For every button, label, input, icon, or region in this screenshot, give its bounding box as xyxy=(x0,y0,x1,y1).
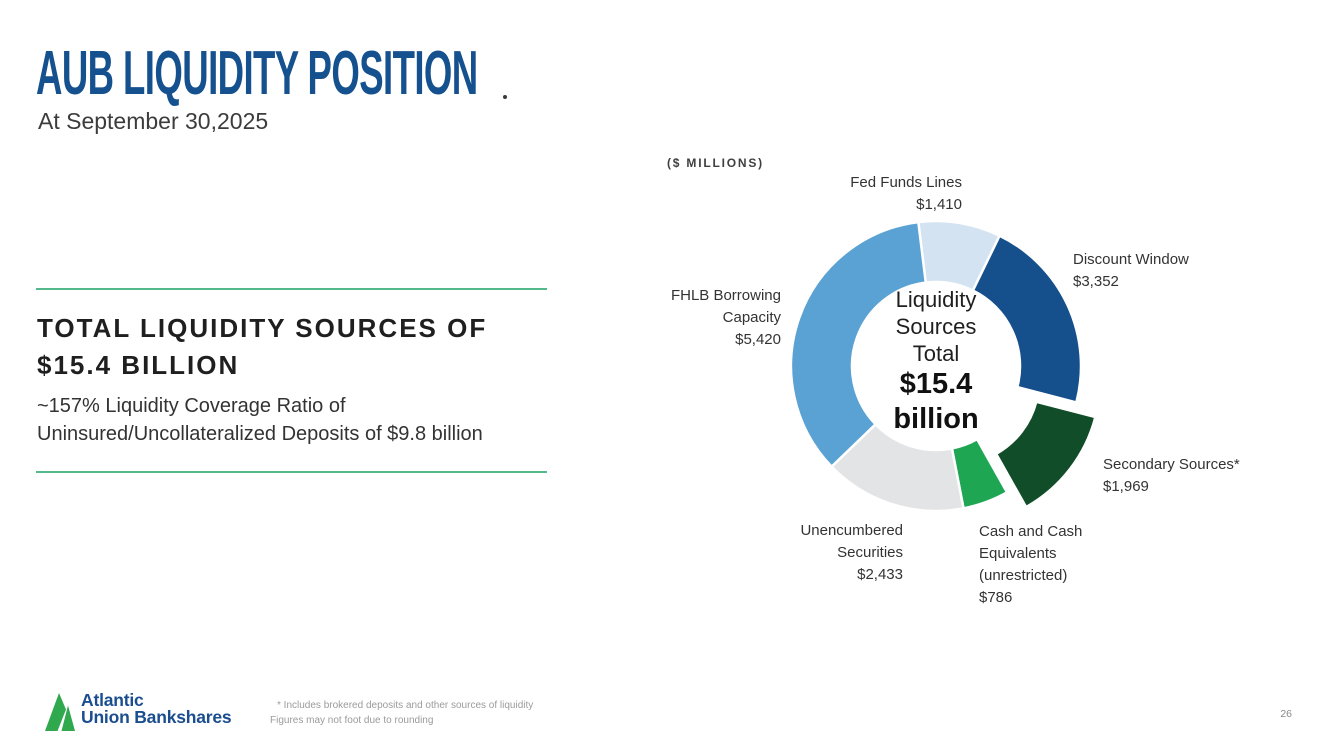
center-label-line3: Total xyxy=(912,341,960,366)
label-line: Fed Funds Lines xyxy=(850,174,962,191)
label-value: $1,969 xyxy=(1103,478,1149,495)
label-value: $5,420 xyxy=(735,331,781,348)
label-line: (unrestricted) xyxy=(979,567,1068,584)
logo-line1: Atlantic xyxy=(81,690,144,710)
highlight-body: ~157% Liquidity Coverage Ratio of Uninsu… xyxy=(37,392,577,448)
chart-label-discount-window: Discount Window $3,352 xyxy=(1073,249,1273,293)
atlantic-union-logo-text: Atlantic Union Bankshares xyxy=(81,690,232,727)
divider-bottom xyxy=(36,471,547,473)
footnote: * Includes brokered deposits and other s… xyxy=(270,699,533,728)
label-value: $3,352 xyxy=(1073,273,1119,290)
divider-top xyxy=(36,288,547,290)
highlight-heading: TOTAL LIQUIDITY SOURCES OF $15.4 BILLION xyxy=(37,310,557,384)
center-label-value1: $15.4 xyxy=(899,368,973,400)
highlight-heading-line2: $15.4 BILLION xyxy=(37,350,240,380)
label-line: Securities xyxy=(837,544,903,561)
footnote-line1: * Includes brokered deposits and other s… xyxy=(277,700,534,711)
label-line: Equivalents xyxy=(979,545,1057,562)
slide-subtitle: At September 30,2025 xyxy=(38,108,269,134)
highlight-body-line2: Uninsured/Uncollateralized Deposits of $… xyxy=(37,423,483,445)
center-label-value2: billion xyxy=(893,403,979,435)
highlight-body-line1: ~157% Liquidity Coverage Ratio of xyxy=(37,395,346,417)
highlight-heading-line1: TOTAL LIQUIDITY SOURCES OF xyxy=(37,313,488,343)
label-line: Discount Window xyxy=(1073,251,1189,268)
label-line: Secondary Sources* xyxy=(1103,456,1240,473)
label-line: Cash and Cash xyxy=(979,523,1083,540)
chart-label-cash-and-cash-equivalents: Cash and Cash Equivalents (unrestricted)… xyxy=(979,521,1159,609)
pie-slice-discount-window xyxy=(971,234,1083,404)
stray-period-dot xyxy=(503,95,507,99)
atlantic-union-logo-mark-icon xyxy=(45,693,75,731)
label-value: $786 xyxy=(979,589,1013,606)
footnote-line2: Figures may not foot due to rounding xyxy=(270,714,434,726)
page-title: AUB LIQUIDITY POSITION xyxy=(36,39,478,108)
center-label-line2: Sources xyxy=(895,314,977,339)
chart-label-unencumbered-securities: Unencumbered Securities $2,433 xyxy=(723,520,903,586)
label-value: $2,433 xyxy=(857,566,903,583)
label-line: Unencumbered xyxy=(800,522,903,539)
chart-label-secondary-sources: Secondary Sources* $1,969 xyxy=(1103,454,1303,498)
label-value: $1,410 xyxy=(916,196,962,213)
chart-label-fhlb-borrowing-capacity: FHLB Borrowing Capacity $5,420 xyxy=(601,285,781,351)
chart-label-fed-funds-lines: Fed Funds Lines $1,410 xyxy=(782,172,962,216)
center-label-line1: Liquidity xyxy=(895,287,977,312)
donut-center-label: Liquidity Sources Total $15.4 billion xyxy=(836,286,1036,437)
page-number: 26 xyxy=(1280,708,1292,720)
pie-slice-secondary-sources xyxy=(994,400,1097,509)
pie-slice-fhlb-borrowing-capacity xyxy=(789,220,928,468)
logo-line2: Union Bankshares xyxy=(81,706,232,727)
label-line: FHLB Borrowing xyxy=(670,287,781,304)
chart-units-label: ($ MILLIONS) xyxy=(667,156,764,170)
label-line: Capacity xyxy=(722,309,781,326)
